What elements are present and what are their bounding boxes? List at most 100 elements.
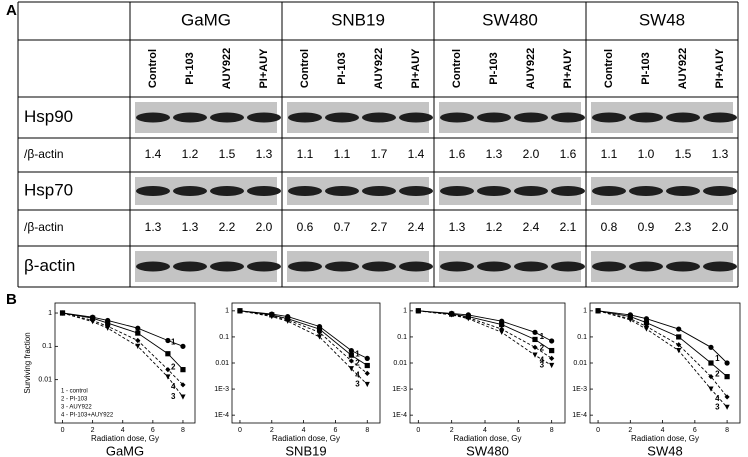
data-point [549,338,555,344]
treatment-label: PI+AUY [410,48,422,89]
x-axis-label: Radiation dose, Gy [631,434,699,443]
blot-band [247,186,281,196]
blot-band [288,186,322,196]
blot-band [666,186,700,196]
data-point [105,323,111,329]
chart-title: SW480 [466,443,509,457]
blot-band [325,261,359,272]
blot-band [399,186,433,196]
blot-band [325,112,359,123]
y-tick-label: 0.01 [38,377,52,384]
blot-band [703,112,737,123]
treatment-label: AUY922 [373,48,385,90]
blot-band [173,261,207,272]
row-label: Hsp70 [24,180,73,199]
x-tick-label: 4 [302,427,306,434]
panel-label: A [6,2,17,19]
blot-band [136,261,170,272]
blot-band [247,261,281,272]
data-point [643,323,650,330]
treatment-label: AUY922 [221,48,233,90]
data-point [643,320,650,326]
x-tick-label: 0 [596,427,600,434]
y-tick-label: 1 [403,308,407,315]
treatment-label: PI-103 [184,52,196,84]
legend-entry: 4 - PI-103+AUY922 [61,413,114,419]
series-line [239,310,368,366]
data-point [676,326,682,332]
blot-band [362,261,396,272]
x-tick-label: 0 [238,427,242,434]
ratio-value: 2.4 [408,220,425,234]
data-point [499,321,505,328]
blot-band [362,112,396,123]
blot-band [362,186,396,196]
curve-label: 2 [540,344,545,353]
treatment-label: Control [147,49,159,88]
data-point [364,381,370,388]
ratio-value: 2.7 [371,220,388,234]
chart-title: SW48 [647,443,682,457]
x-axis-label: Radiation dose, Gy [91,434,159,443]
blot-band [173,112,207,123]
x-tick-label: 8 [725,427,729,434]
x-axis-label: Radiation dose, Gy [453,434,521,443]
ratio-value: 2.3 [675,220,692,234]
data-point [676,347,682,354]
data-point [449,311,455,318]
data-point [643,316,650,322]
blot-band [666,261,700,272]
data-point [165,351,171,357]
data-point [348,358,354,364]
y-axis-label: Surviving fraction [23,332,32,393]
ratio-value: 1.1 [601,147,618,161]
curve-label: 2 [171,363,176,372]
ratio-value: 0.7 [334,220,351,234]
ratio-value: 1.4 [145,147,162,161]
blot-band [477,112,511,123]
row-label: β-actin [24,256,75,275]
ratio-value: 1.5 [675,147,692,161]
panel-label: B [6,291,17,308]
data-point [90,317,96,324]
blot-band [288,261,322,272]
curve-label: 1 [715,354,720,363]
curve-label: 4 [715,394,720,403]
x-tick-label: 4 [661,427,665,434]
ratio-value: 1.3 [256,147,273,161]
ratio-value: 1.3 [712,147,729,161]
curve-label: 4 [355,370,360,379]
ratio-value: 1.3 [145,220,162,234]
treatment-label: PI+AUY [714,48,726,89]
blot-band [666,112,700,123]
blot-band [703,186,737,196]
series-line [62,312,184,386]
ratio-value: 1.7 [371,147,388,161]
blot-band [136,186,170,196]
data-point [499,326,505,332]
x-tick-label: 2 [270,427,274,434]
data-point [532,329,538,335]
blot-band [136,112,170,123]
x-tick-label: 0 [416,427,420,434]
series-line [597,310,728,398]
y-tick-label: 1E-4 [214,412,229,419]
data-point [532,336,538,343]
data-point [549,362,555,369]
data-point [180,382,186,388]
treatment-label: Control [299,49,311,88]
ratio-value: 1.4 [408,147,425,161]
y-tick-label: 1E-3 [214,386,229,393]
data-point [532,344,538,350]
ratio-value: 2.1 [560,220,577,234]
row-label: /β-actin [24,147,64,161]
row-label: /β-actin [24,220,64,234]
cell-line-header: SW480 [482,10,538,29]
ratio-value: 1.3 [486,147,503,161]
y-tick-label: 1E-3 [572,386,587,393]
legend-entry: 2 - PI-103 [61,397,88,403]
data-point [180,343,186,349]
data-point [724,394,730,400]
ratio-value: 1.3 [449,220,466,234]
treatment-label: AUY922 [677,48,689,90]
